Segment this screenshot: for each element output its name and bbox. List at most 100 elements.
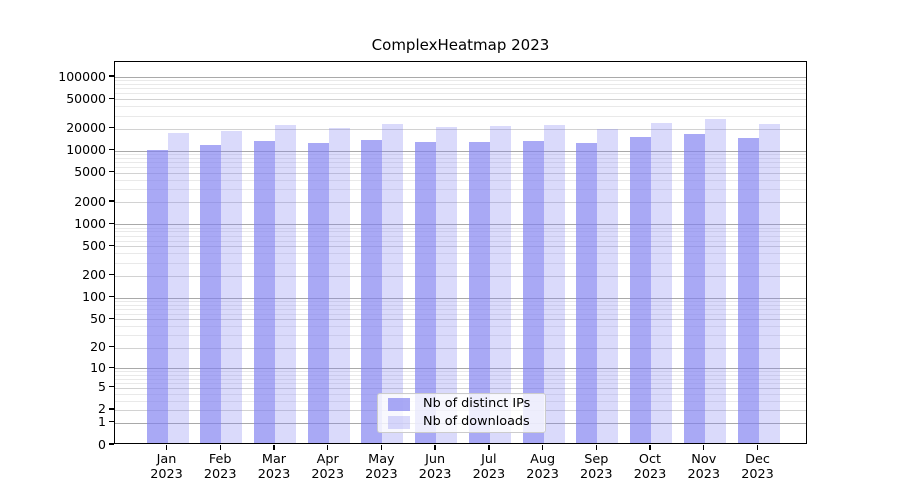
- gridline-minor: [115, 308, 806, 310]
- y-tick-mark: [109, 75, 114, 77]
- bar-distinct-ips: [361, 140, 383, 443]
- x-tick-mark: [273, 445, 275, 450]
- bar-distinct-ips: [683, 133, 705, 443]
- gridline-minor: [115, 115, 806, 117]
- gridline-minor: [115, 275, 806, 277]
- gridline-minor: [115, 128, 806, 130]
- x-tick-label: Jul 2023: [472, 452, 506, 482]
- y-tick-label: 50000: [66, 90, 106, 106]
- y-tick-label: 1000: [74, 215, 106, 231]
- x-tick-label: Jun 2023: [418, 452, 452, 482]
- x-tick-label: Apr 2023: [311, 452, 344, 482]
- gridline-minor: [115, 172, 806, 174]
- x-tick-mark: [380, 445, 383, 450]
- y-tick-label: 10000: [66, 142, 106, 158]
- gridline-minor: [115, 231, 806, 233]
- gridline-minor: [115, 162, 806, 163]
- y-tick-mark: [109, 244, 114, 246]
- bar-downloads: [436, 127, 458, 443]
- y-tick-label: 2: [98, 401, 106, 417]
- bar-downloads: [382, 123, 404, 443]
- bar-downloads: [167, 133, 189, 443]
- y-tick-label: 100: [82, 289, 106, 304]
- x-tick-label: Oct 2023: [633, 452, 667, 482]
- x-tick-mark: [219, 445, 221, 450]
- y-tick-mark: [109, 126, 114, 129]
- legend: Nb of distinct IPs Nb of downloads: [377, 393, 546, 433]
- x-tick-label: Feb 2023: [203, 452, 237, 482]
- y-tick-mark: [109, 408, 114, 410]
- legend-label: Nb of downloads: [423, 414, 530, 429]
- bar-downloads: [651, 123, 672, 443]
- y-tick-label: 500: [82, 237, 106, 253]
- gridline-major: [115, 297, 806, 299]
- gridline-minor: [115, 93, 806, 95]
- gridline-minor: [115, 240, 806, 242]
- x-tick-mark: [165, 445, 168, 450]
- gridline-major: [115, 77, 806, 78]
- y-tick-label: 20: [90, 339, 106, 355]
- x-tick-mark: [541, 445, 544, 450]
- plot-area: [114, 61, 807, 444]
- gridline-minor: [115, 106, 806, 108]
- gridline-minor: [115, 253, 806, 255]
- gridline-major: [115, 224, 806, 226]
- y-tick-mark: [109, 366, 114, 369]
- gridline-minor: [115, 371, 806, 373]
- gridline-minor: [115, 374, 806, 376]
- bar-distinct-ips: [307, 143, 329, 443]
- x-tick-label: May 2023: [365, 452, 398, 482]
- gridline-minor: [115, 347, 806, 349]
- gridline-major: [115, 368, 806, 370]
- gridline-major: [115, 150, 806, 152]
- gridline-minor: [115, 300, 806, 302]
- bar-distinct-ips: [630, 136, 651, 443]
- y-tick-mark: [109, 317, 114, 319]
- y-tick-label: 1: [98, 414, 106, 430]
- bar-distinct-ips: [200, 145, 222, 443]
- y-tick-mark: [109, 295, 114, 298]
- bar-distinct-ips: [576, 142, 598, 443]
- bar-downloads: [328, 127, 350, 443]
- y-tick-label: 20000: [66, 120, 106, 135]
- y-tick-mark: [109, 421, 114, 423]
- y-tick-label: 0: [98, 436, 106, 452]
- gridline-minor: [115, 387, 806, 389]
- x-tick-label: Jan 2023: [150, 452, 183, 482]
- legend-swatch-distinct-ips: [388, 397, 410, 411]
- bar-distinct-ips: [737, 138, 759, 443]
- gridline-minor: [115, 227, 806, 229]
- bar-downloads: [543, 125, 565, 443]
- x-tick-mark: [703, 445, 705, 450]
- bar-downloads: [489, 126, 511, 443]
- gridline-minor: [115, 179, 806, 181]
- gridline-minor: [115, 382, 806, 384]
- gridline-minor: [115, 335, 806, 337]
- bar-distinct-ips: [254, 141, 275, 443]
- x-tick-mark: [756, 445, 759, 450]
- y-tick-label: 50: [90, 310, 106, 326]
- bar-distinct-ips: [415, 141, 437, 443]
- gridline-minor: [115, 88, 806, 90]
- y-tick-mark: [109, 346, 114, 348]
- gridline-minor: [115, 189, 806, 191]
- x-tick-mark: [649, 445, 651, 450]
- gridline-minor: [115, 326, 806, 328]
- gridline-minor: [115, 246, 806, 248]
- bar-downloads: [758, 123, 780, 443]
- legend-item: Nb of distinct IPs: [386, 396, 537, 412]
- gridline-minor: [115, 84, 806, 86]
- gridline-minor: [115, 157, 806, 159]
- legend-label: Nb of distinct IPs: [423, 396, 531, 411]
- gridline-minor: [115, 378, 806, 380]
- y-tick-label: 100000: [58, 68, 106, 84]
- bar-downloads: [704, 118, 726, 443]
- x-tick-mark: [434, 445, 436, 450]
- gridline-minor: [115, 319, 806, 321]
- gridline-minor: [115, 304, 806, 306]
- legend-item: Nb of downloads: [386, 414, 537, 430]
- x-tick-mark: [595, 445, 597, 450]
- y-tick-mark: [109, 200, 114, 202]
- bar-downloads: [221, 130, 243, 443]
- gridline-minor: [115, 154, 806, 155]
